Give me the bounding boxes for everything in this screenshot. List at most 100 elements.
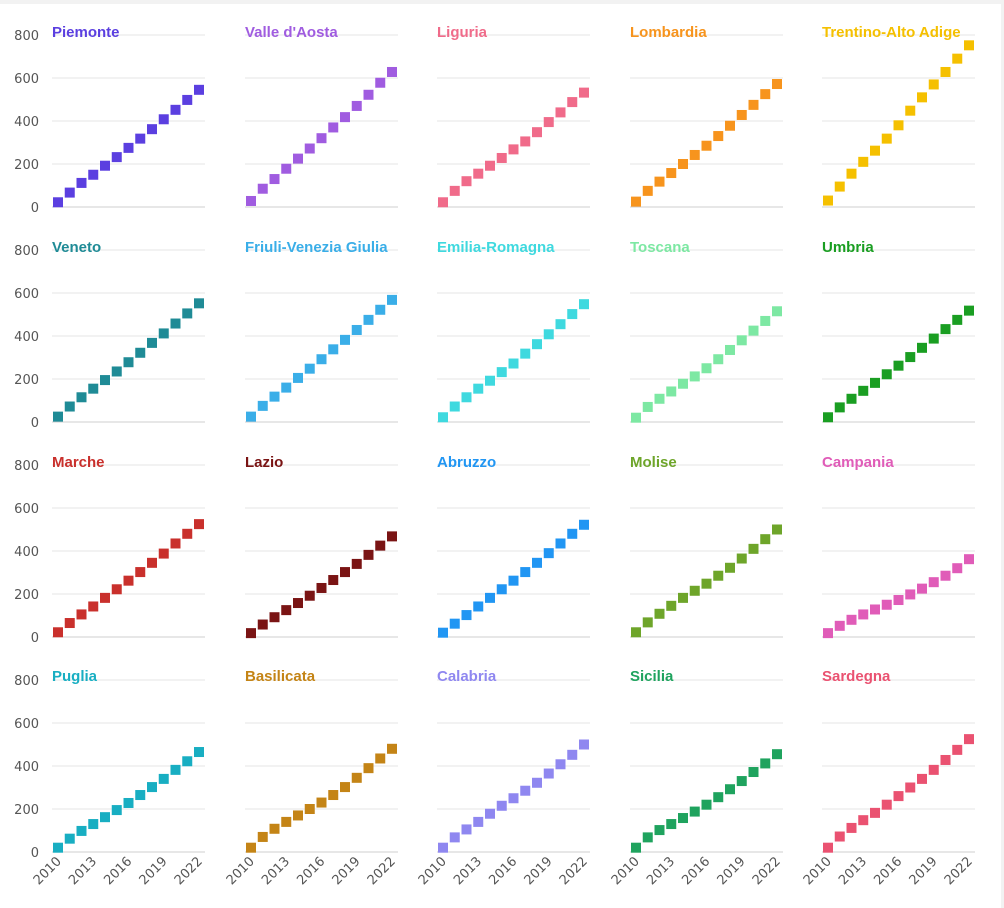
data-point [881,369,892,380]
data-point [88,383,99,394]
data-point [952,53,963,64]
data-point [701,799,712,810]
panel-calabria: Calabria 2010 2013 2016 2019 2022 [416,668,591,888]
x-tick-label: 2019 [715,854,749,888]
right-border [1001,0,1004,908]
y-tick-label: 0 [31,631,39,646]
data-point [158,548,169,559]
data-point [316,582,327,593]
data-point [438,627,448,638]
data-point [194,84,204,95]
data-point [170,318,181,329]
data-point [170,764,181,775]
data-point [111,152,122,163]
data-point [496,367,507,378]
data-point [532,127,542,138]
data-point [316,797,327,808]
data-point [689,806,700,817]
data-point [928,79,939,90]
data-point [760,758,771,769]
data-point [64,833,75,844]
data-point [304,804,315,814]
data-point [438,412,448,423]
data-point [182,308,193,319]
data-point [304,143,315,154]
x-tick-label: 2022 [365,854,399,888]
data-point [170,104,181,115]
data-point [461,824,472,835]
data-point [375,77,386,88]
data-point [269,174,280,185]
data-point [964,305,974,316]
panel-liguria: Liguria [437,24,590,208]
data-point [823,412,833,423]
data-point [952,563,963,574]
data-point [654,176,665,187]
data-point [496,800,507,811]
data-point [881,799,892,810]
data-point [631,196,641,207]
panel-title: Calabria [437,668,497,685]
data-point [736,553,747,564]
data-point [257,183,268,194]
data-point [64,618,75,629]
data-point [508,358,519,369]
panel-title: Emilia-Romagna [437,239,555,256]
y-tick-label: 400 [14,330,39,345]
panel-title: Toscana [630,239,690,256]
panel-valle-d-aosta: Valle d'Aosta [245,24,398,208]
data-point [375,753,386,764]
data-point [269,391,280,402]
data-point [351,558,362,569]
x-tick-label: 2019 [137,854,171,888]
y-tick-label: 600 [14,287,39,302]
data-point [387,743,397,754]
data-point [928,764,939,775]
y-tick-label: 800 [14,29,39,44]
data-point [64,401,75,412]
data-point [567,309,578,320]
data-point [293,598,303,609]
panel-title: Umbria [822,239,874,256]
data-point [520,348,531,359]
data-point [387,531,397,542]
data-point [508,144,519,155]
panel-title: Piemonte [52,24,120,41]
data-point [340,567,350,578]
data-point [351,100,362,111]
x-tick-label: 2010 [224,854,258,888]
data-point [328,122,339,133]
panel-title: Sicilia [630,668,674,685]
y-tick-label: 0 [31,846,39,861]
panel-title: Veneto [52,239,101,256]
data-point [111,584,122,595]
data-point [748,543,759,554]
data-point [760,315,771,326]
panel-marche: 0 200 400 600 800 Marche [14,454,205,646]
panel-umbria: Umbria [822,239,975,423]
data-point [725,120,735,131]
data-point [135,133,146,144]
data-point [53,411,63,422]
x-tick-label: 2016 [294,854,328,888]
data-point [340,782,350,793]
panel-sardegna: Sardegna 2010 2013 2016 2019 2022 [801,668,976,888]
x-tick-label: 2019 [522,854,556,888]
x-tick-label: 2010 [609,854,643,888]
data-point [964,734,974,745]
y-tick-label: 0 [31,201,39,216]
data-point [834,620,845,631]
data-point [304,363,315,374]
x-tick-label: 2010 [416,854,450,888]
x-tick-label: 2013 [836,854,870,888]
data-point [713,131,724,142]
y-tick-label: 800 [14,674,39,689]
panel-title: Lombardia [630,24,707,41]
data-point [928,577,939,588]
data-point [543,117,554,128]
data-point [701,140,712,151]
data-point [940,754,951,765]
data-point [642,185,653,196]
data-point [158,773,169,784]
